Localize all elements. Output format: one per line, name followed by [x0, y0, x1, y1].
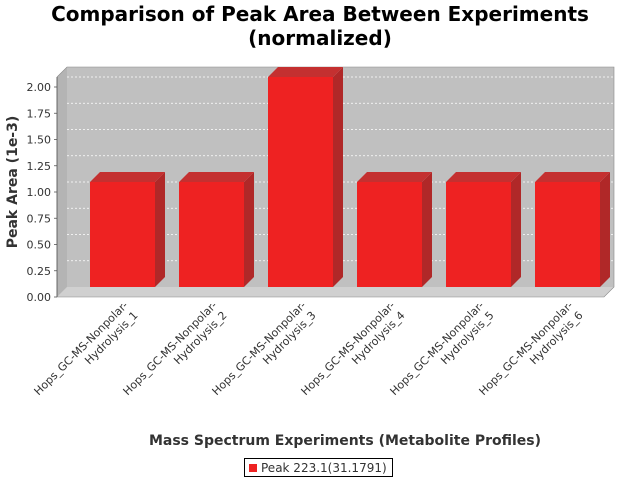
y-tick-label: 2.00: [27, 81, 52, 94]
y-tick-label: 1.50: [27, 134, 52, 147]
chart-title-line-2: (normalized): [248, 26, 392, 50]
bar: [90, 182, 155, 287]
y-tick-label: 0.75: [27, 212, 52, 225]
bar-top: [357, 172, 432, 182]
bar: [535, 182, 600, 287]
y-tick-label: 1.25: [27, 160, 52, 173]
y-tick-label: 0.00: [27, 291, 52, 304]
y-tick-label: 0.50: [27, 239, 52, 252]
bar: [357, 182, 422, 287]
legend: Peak 223.1(31.1791): [244, 458, 393, 477]
bar-top: [446, 172, 521, 182]
bar-side: [244, 172, 254, 287]
plot-side-wall: [57, 67, 67, 297]
bar-side: [422, 172, 432, 287]
chart-title: Comparison of Peak Area Between Experime…: [0, 2, 640, 50]
chart-title-line-1: Comparison of Peak Area Between Experime…: [51, 2, 589, 26]
bar-top: [535, 172, 610, 182]
legend-label: Peak 223.1(31.1791): [261, 460, 387, 475]
y-tick-label: 1.00: [27, 186, 52, 199]
y-tick-label: 0.25: [27, 265, 52, 278]
bar-top: [90, 172, 165, 182]
bar-side: [600, 172, 610, 287]
plot-floor: [57, 287, 614, 297]
bar: [268, 77, 333, 287]
bar-top: [268, 67, 343, 77]
bar: [179, 182, 244, 287]
x-tick-label-line: Hops_GC-MS-Nonpolar-: [32, 299, 131, 398]
bar-side: [155, 172, 165, 287]
bar-top: [179, 172, 254, 182]
bar-side: [333, 67, 343, 287]
y-axis-label: Peak Area (1e-3): [5, 116, 21, 249]
bar-side: [511, 172, 521, 287]
legend-swatch: [249, 463, 257, 472]
y-tick-label: 1.75: [27, 107, 52, 120]
x-axis-label: Mass Spectrum Experiments (Metabolite Pr…: [149, 433, 541, 449]
bar: [446, 182, 511, 287]
